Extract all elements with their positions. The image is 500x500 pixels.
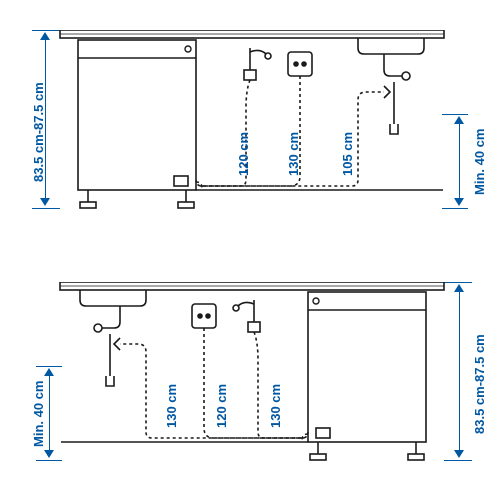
hose-label-3: 130 cm xyxy=(268,384,283,428)
drain-dimension-arrow xyxy=(452,116,466,206)
diagram-lineart xyxy=(58,282,446,462)
dim-cap xyxy=(444,460,472,461)
arrowhead-up-icon xyxy=(40,32,50,40)
hose-label-2: 120 cm xyxy=(214,384,229,428)
arrowhead-up-icon xyxy=(44,368,54,376)
height-dimension-arrow xyxy=(452,284,466,458)
arrowhead-up-icon xyxy=(454,284,464,292)
hose-label-3: 105 cm xyxy=(340,132,355,176)
drain-dimension-label: Min. 40 cm xyxy=(472,129,487,195)
arrowhead-down-icon xyxy=(454,198,464,206)
diagram-lineart xyxy=(58,30,446,210)
drain-dimension-label: Min. 40 cm xyxy=(31,381,46,447)
hose-label-1: 130 cm xyxy=(164,384,179,428)
height-dimension-label: 83.5 cm-87.5 cm xyxy=(31,82,46,182)
installation-diagram-bottom: Min. 40 cm 83.5 cm-87.5 cm xyxy=(58,282,446,462)
hose-label-1: 120 cm xyxy=(236,132,251,176)
dim-cap xyxy=(32,30,60,31)
hose-label-2: 130 cm xyxy=(286,132,301,176)
height-dimension-label: 83.5 cm-87.5 cm xyxy=(472,334,487,434)
arrowhead-down-icon xyxy=(44,450,54,458)
dim-cap xyxy=(32,208,60,209)
arrowhead-up-icon xyxy=(454,116,464,124)
installation-diagram-top: 83.5 cm-87.5 cm Min. 40 cm xyxy=(58,30,446,210)
arrowhead-down-icon xyxy=(454,450,464,458)
arrowhead-down-icon xyxy=(40,198,50,206)
dim-cap xyxy=(444,282,472,283)
